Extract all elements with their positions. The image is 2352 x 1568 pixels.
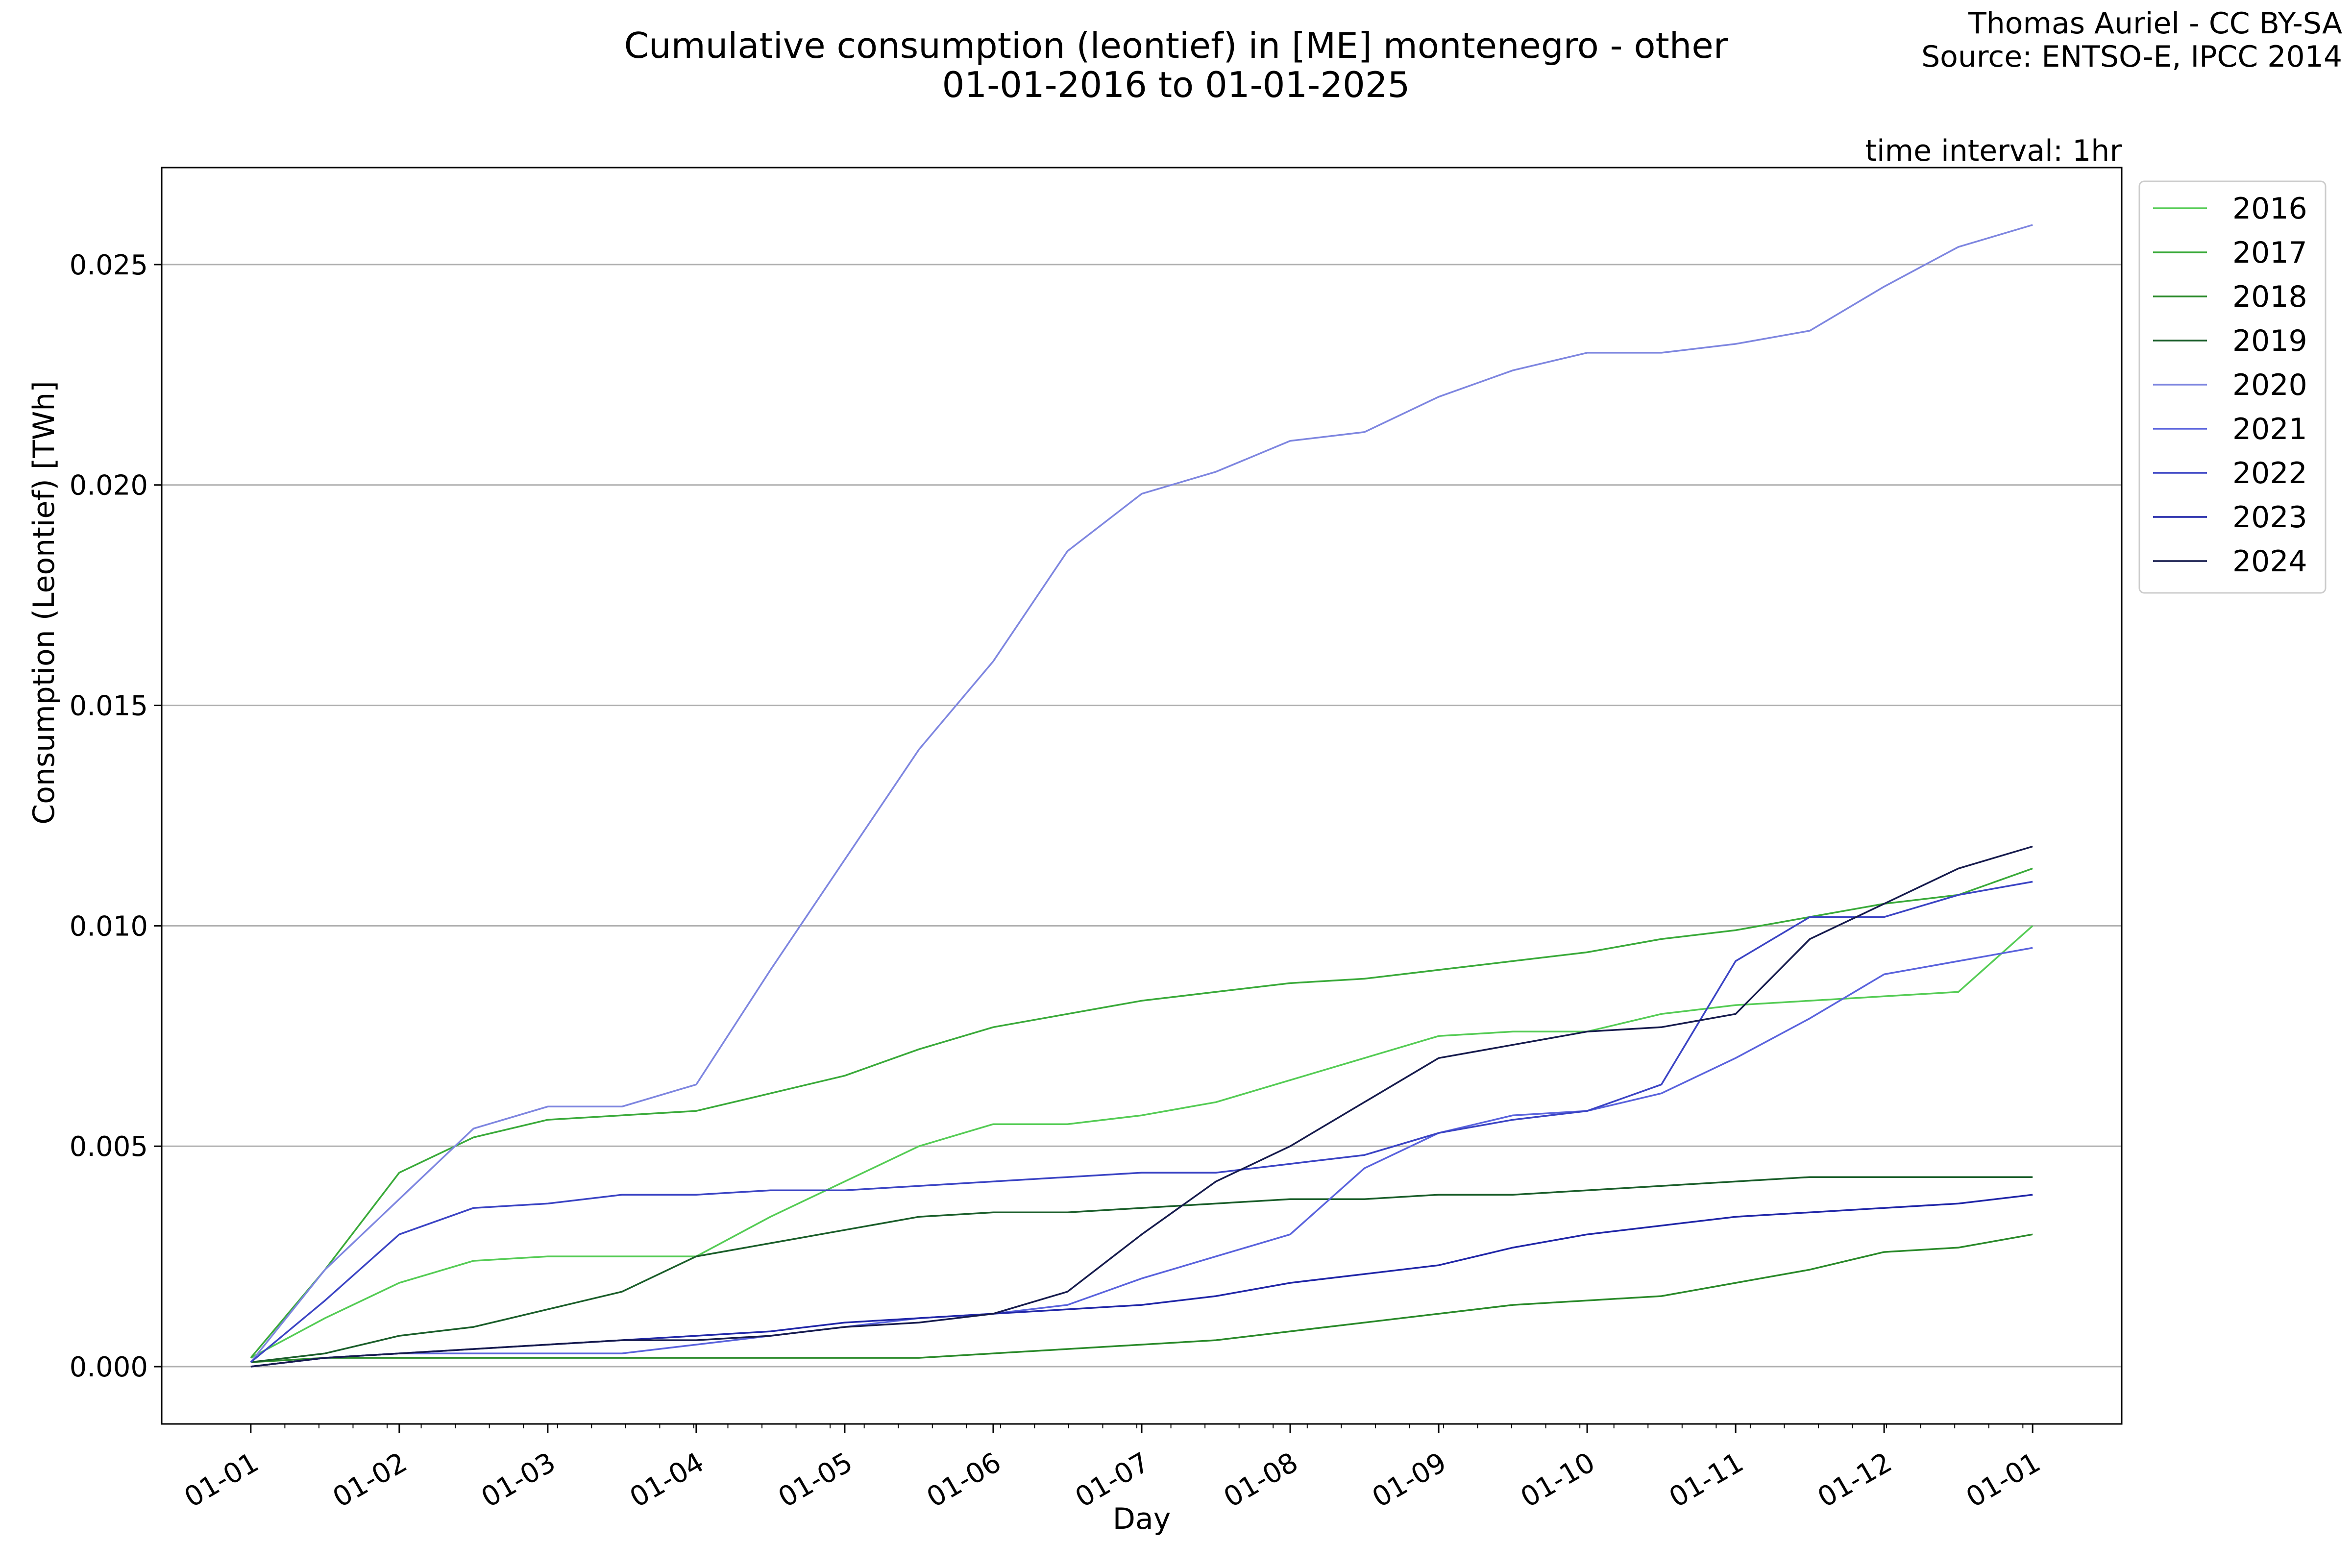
legend-label: 2016 [2232,192,2307,226]
series-lines [250,224,2034,1368]
y-axis-label: Consumption (Leontief) [TWh] [27,381,61,824]
x-tick-label: 01-11 [1664,1446,1749,1514]
chart-subtitle: 01-01-2016 to 01-01-2025 [942,64,1410,105]
x-tick-label: 01-09 [1367,1446,1452,1514]
legend: 2016 2017 2018 2019 2020 2021 2022 2023 2024 [2138,180,2327,594]
y-tick-label: 0.000 [70,1351,148,1383]
series-line-2024 [250,845,2033,1368]
series-line-2023 [250,1194,2033,1368]
legend-label: 2020 [2232,368,2307,402]
x-tick-label: 01-08 [1219,1446,1303,1514]
legend-label: 2024 [2232,544,2307,579]
credit-author: Thomas Auriel - CC BY-SA [1968,6,2342,41]
legend-label: 2022 [2232,456,2307,490]
x-tick-label: 01-03 [476,1446,561,1514]
series-line-2021 [250,947,2033,1368]
series-line-2020 [250,224,2033,1363]
y-axis: 0.000 0.005 0.010 0.015 0.020 0.025 [70,249,162,1383]
y-tick-label: 0.020 [70,470,148,502]
x-tick-label: 01-04 [624,1446,709,1514]
legend-label: 2021 [2232,412,2307,446]
x-tick-label: 01-05 [773,1446,858,1514]
y-tick-label: 0.025 [70,249,148,281]
x-tick-label: 01-12 [1813,1446,1897,1514]
x-axis-label: Day [1113,1502,1171,1536]
grid [162,264,2122,1368]
x-tick-label: 01-01 [1961,1446,2046,1514]
legend-label: 2023 [2232,500,2307,535]
x-tick-label: 01-10 [1516,1446,1600,1514]
chart-title: Cumulative consumption (leontief) in [ME… [624,25,1728,66]
x-axis: 01-01 01-02 01-03 01-04 01-05 01-06 01-07 01-08… [179,1424,2046,1514]
credit-source: Source: ENTSO-E, IPCC 2014 [1921,40,2342,74]
x-tick-label: 01-02 [327,1446,412,1514]
x-tick-label: 01-01 [179,1446,264,1514]
legend-label: 2017 [2232,236,2307,270]
y-tick-label: 0.005 [70,1131,148,1163]
legend-label: 2018 [2232,280,2307,314]
series-line-2022 [250,881,2033,1363]
x-tick-label: 01-06 [922,1446,1006,1514]
series-line-2019 [250,1176,2033,1363]
legend-label: 2019 [2232,324,2307,358]
y-tick-label: 0.015 [70,690,148,722]
legend-box [2138,180,2327,594]
y-tick-label: 0.010 [70,910,148,942]
series-line-2017 [250,867,2033,1359]
time-interval-annotation: time interval: 1hr [1865,134,2122,168]
series-line-2018 [250,1233,2033,1363]
series-line-2016 [250,925,2034,1359]
